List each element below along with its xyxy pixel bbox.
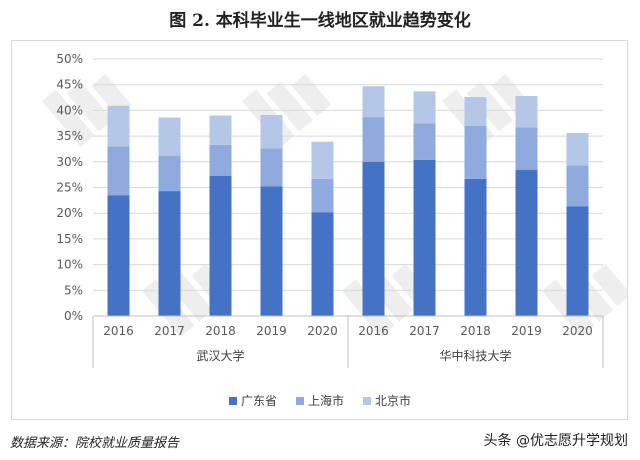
bar-segment [464,178,487,316]
legend-swatch [229,397,237,405]
x-tick-label: 2016 [103,324,134,338]
bar-segment [515,127,538,171]
bar-segment [209,115,232,145]
legend-label: 广东省 [241,394,277,408]
bar-segment [362,161,385,316]
bar-segment [464,97,487,126]
bar-segment [209,144,232,176]
y-tick-label: 0% [64,309,83,323]
brand-credit: 头条 @优志愿升学规划 [483,433,628,449]
bar-segment [413,123,436,160]
bar-segment [515,96,538,128]
x-axis: 2016 2017 2018 2019 2020 武汉大学 2016 2017 2018 2019… [92,315,604,368]
x-tick-label: 2018 [205,324,236,338]
x-tick-label: 2019 [511,324,542,338]
bar-segment [158,117,181,156]
bar-segment [515,170,538,316]
stacked-bar-chart: 0% 5% 10% 15% 20% 25% 30% 35% 40% 45% 50% 2016 2017… [41,52,627,408]
bar-segment [260,186,283,316]
watermark-logo-icon [242,73,332,147]
x-tick-label: 2020 [562,324,593,338]
x-group-label: 华中科技大学 [439,348,511,363]
y-tick-label: 45% [56,78,83,92]
chart-title: 图 2. 本科毕业生一线地区就业趋势变化 [169,11,471,31]
bar-segment [158,155,181,192]
x-tick-label: 2016 [358,324,389,338]
bar-segment [209,175,232,316]
x-tick-label: 2017 [409,324,440,338]
y-tick-label: 25% [56,181,83,195]
bars [107,86,589,316]
watermark-layer [41,73,627,337]
legend-label: 北京市 [375,393,411,408]
legend: 广东省 上海市 北京市 [229,393,411,408]
y-tick-label: 5% [64,283,83,297]
bar-segment [566,165,589,207]
y-tick-label: 50% [56,52,83,66]
x-group-label: 武汉大学 [196,348,244,363]
bar-segment [566,133,589,166]
y-tick-label: 20% [56,206,83,220]
bar-segment [413,91,436,124]
bar-segment [107,105,130,147]
chart-frame: 0% 5% 10% 15% 20% 25% 30% 35% 40% 45% 50% 2016 2017… [11,40,628,420]
y-tick-label: 35% [56,129,83,143]
bar-segment [158,191,181,316]
legend-swatch [296,397,304,405]
bar-segment [260,148,283,187]
bar-segment [107,195,130,316]
x-tick-label: 2019 [256,324,287,338]
bar-segment [311,178,334,213]
legend-label: 上海市 [308,393,344,408]
bar-segment [311,212,334,316]
bar-segment [362,86,385,118]
bar-segment [260,115,283,149]
y-tick-label: 10% [56,258,83,272]
bar-segment [566,206,589,316]
x-tick-label: 2017 [154,324,185,338]
x-tick-label: 2020 [307,324,338,338]
data-source-note: 数据来源：院校就业质量报告 [10,436,180,451]
legend-swatch [363,397,371,405]
bar-segment [311,141,334,179]
y-tick-label: 40% [56,103,83,117]
y-tick-label: 15% [56,232,83,246]
bar-segment [362,117,385,162]
y-tick-label: 30% [56,155,83,169]
x-tick-label: 2018 [460,324,491,338]
y-axis: 0% 5% 10% 15% 20% 25% 30% 35% 40% 45% 50% [56,52,83,323]
bar-segment [413,159,436,316]
bar-segment [464,125,487,179]
bar-segment [107,146,130,196]
